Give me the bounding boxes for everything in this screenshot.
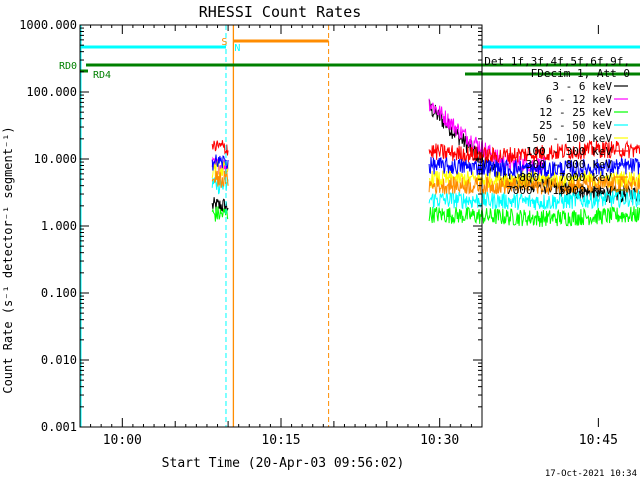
- x-tick-label: 10:00: [103, 433, 142, 448]
- series-trace-3-seg-1: [211, 206, 229, 222]
- series-trace-6-seg-2: [428, 139, 640, 165]
- series-trace-7-seg-2: [428, 156, 640, 178]
- x-axis-label: Start Time (20-Apr-03 09:56:02): [162, 456, 405, 471]
- y-tick-label: 0.010: [41, 353, 77, 367]
- legend-entry-label: 50 - 100 keV: [533, 132, 613, 145]
- series-trace-4-seg-2: [428, 189, 640, 211]
- legend-entry-label: 3 - 6 keV: [552, 80, 612, 93]
- x-tick-label: 10:30: [420, 433, 459, 448]
- night-label: N: [234, 43, 240, 54]
- legend-entry-label: 12 - 25 keV: [539, 106, 612, 119]
- series-trace-7-seg-1: [211, 154, 229, 171]
- y-axis-label: Count Rate (s⁻¹ detector⁻¹ segment⁻¹): [1, 126, 15, 393]
- legend-entry-label: 6 - 12 keV: [546, 93, 613, 106]
- legend-entry-label: 100 - 300 keV: [526, 145, 612, 158]
- y-tick-label: 1.000: [41, 219, 77, 233]
- y-tick-label: 10.000: [34, 152, 77, 166]
- series-trace-8-seg-1: [211, 170, 229, 188]
- x-tick-label: 10:15: [261, 433, 300, 448]
- y-tick-label: 0.001: [41, 420, 77, 434]
- legend-header-line: Det 1f,3f,4f,5f,6f,9f,: [484, 55, 630, 68]
- legend: Det 1f,3f,4f,5f,6f,9f,FDecim 1, Att 03 -…: [484, 55, 630, 197]
- series-trace-5-seg-2: [429, 170, 640, 189]
- series-trace-1-seg-1: [211, 197, 229, 213]
- annotation-layer: SNFRD0RD4: [59, 25, 640, 427]
- series-layer: [211, 98, 640, 227]
- y-tick-label: 100.000: [26, 85, 77, 99]
- axis-layer: 0.001 0.010 0.100 1.000 10.000 100.000 1000.00…: [19, 18, 618, 448]
- rd0-label: RD0: [59, 61, 77, 72]
- rd4-label: RD4: [93, 70, 111, 81]
- series-trace-8-seg-2: [428, 174, 640, 196]
- series-trace-6-seg-1: [211, 140, 229, 156]
- timestamp: 17-Oct-2021 10:34: [545, 469, 637, 479]
- saa-label: S: [221, 37, 227, 48]
- legend-entry-label: 800 - 7000 keV: [519, 171, 612, 184]
- x-tick-label: 10:45: [579, 433, 618, 448]
- y-tick-label: 1000.000: [19, 18, 77, 32]
- series-trace-3-seg-2: [428, 206, 640, 227]
- legend-entry-label: 300 - 800 keV: [526, 158, 612, 171]
- legend-header-line: FDecim 1, Att 0: [531, 67, 630, 80]
- legend-entry-label: 7000 - 15000 keV: [506, 184, 612, 197]
- y-tick-label: 0.100: [41, 286, 77, 300]
- legend-entry-label: 25 - 50 keV: [539, 119, 612, 132]
- chart-title: RHESSI Count Rates: [199, 3, 362, 21]
